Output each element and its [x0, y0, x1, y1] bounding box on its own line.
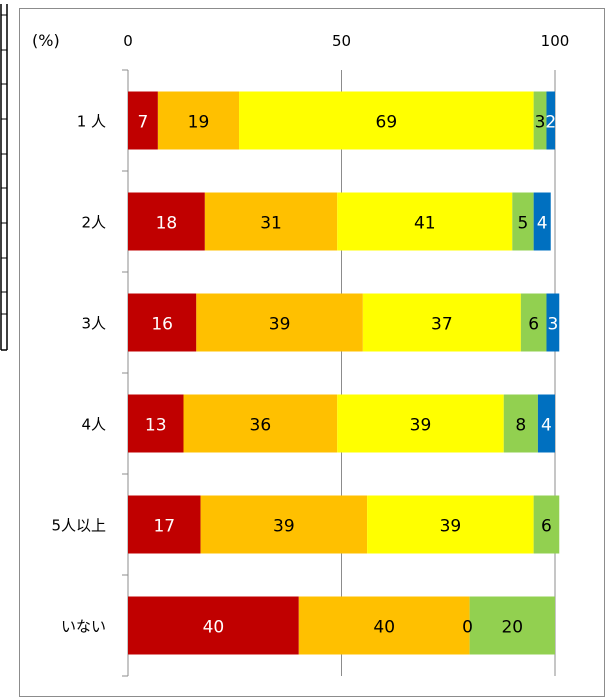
category-label: 3人: [81, 315, 106, 333]
category-label: 1 人: [77, 113, 106, 131]
category-label: 4人: [81, 416, 106, 434]
bar-segment: [128, 394, 184, 453]
left-table-fragment: [0, 4, 8, 351]
data-label: 8: [515, 416, 526, 436]
data-label: 40: [373, 618, 395, 638]
data-label: 39: [273, 517, 295, 537]
category-label: 5人以上: [51, 517, 106, 535]
x-tick-labels: 0 50 100: [123, 32, 569, 50]
x-tick-label: 0: [123, 32, 133, 50]
bar-segment: [362, 293, 521, 352]
bar-segment: [196, 293, 363, 352]
bar-segment: [533, 91, 547, 150]
bar-segment: [298, 596, 470, 655]
bar-segment: [128, 596, 299, 655]
bar-segment: [239, 91, 534, 150]
data-label: 31: [260, 214, 282, 234]
x-tick-label: 100: [541, 32, 570, 50]
data-label: 16: [151, 315, 173, 335]
bar-segment: [367, 495, 534, 554]
bar-segment: [128, 495, 201, 554]
data-label: 13: [145, 416, 167, 436]
category-label: いない: [61, 618, 106, 636]
bar-segment: [537, 394, 555, 453]
bar-segment: [546, 91, 555, 150]
category-label: 2人: [81, 214, 106, 232]
data-label: 17: [153, 517, 175, 537]
bar-segment: [520, 293, 547, 352]
data-label: 41: [414, 214, 436, 234]
data-label: 0: [462, 618, 473, 638]
data-label: 39: [269, 315, 291, 335]
data-label: 3: [535, 113, 546, 133]
bar-segment: [469, 596, 555, 655]
bar-segment: [546, 293, 560, 352]
bar-segment: [128, 91, 158, 150]
data-label: 36: [250, 416, 272, 436]
bar-segment: [128, 293, 197, 352]
bar-segment: [533, 495, 560, 554]
axes: [122, 69, 129, 677]
bar-segment: [200, 495, 368, 554]
data-label: 5: [518, 214, 529, 234]
bar-segment: [204, 192, 338, 251]
gridlines: [341, 70, 556, 676]
chart-border: [19, 8, 605, 697]
data-label: 7: [138, 113, 149, 133]
data-label: 4: [541, 416, 552, 436]
data-label: 40: [203, 618, 225, 638]
bar-segment: [157, 91, 240, 150]
bar-segment: [503, 394, 538, 453]
data-label: 3: [547, 315, 558, 335]
bar-segment: [128, 192, 205, 251]
data-label: 18: [156, 214, 178, 234]
data-label: 2: [545, 113, 556, 133]
data-label: 4: [537, 214, 548, 234]
data-label: 19: [188, 113, 210, 133]
data-labels: 7 19 69 3 218 31 41 5 416 39 37 6 313 36 39 8 417 39 39 640…: [138, 113, 559, 638]
bar-segment: [337, 192, 513, 251]
bars: [128, 91, 560, 655]
bar-segment: [337, 394, 504, 453]
data-label: 20: [501, 618, 523, 638]
data-label: 39: [410, 416, 432, 436]
data-label: 6: [541, 517, 552, 537]
x-tick-label: 50: [332, 32, 351, 50]
data-label: 69: [376, 113, 398, 133]
data-label: 39: [440, 517, 462, 537]
data-label: 37: [431, 315, 453, 335]
unit-label: (%): [32, 31, 60, 50]
data-label: 6: [528, 315, 539, 335]
bar-segment: [512, 192, 534, 251]
bar-segment: [183, 394, 338, 453]
bar-segment: [533, 192, 551, 251]
